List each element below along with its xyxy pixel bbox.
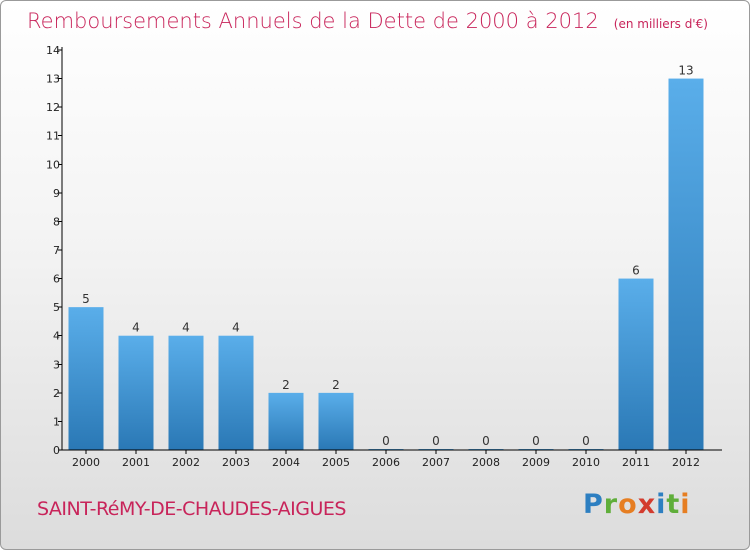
bars-group: 5 4 4 4 2 2 0 0 0 0 0 6 13 [68,64,704,451]
bar [618,278,654,450]
y-tick-label: 3 [53,358,60,371]
y-tick-label: 9 [53,187,60,200]
data-label: 4 [232,321,240,335]
proxiti-logo[interactable]: Proxiti [583,489,691,520]
data-label: 2 [332,378,340,392]
logo-letter: x [637,489,657,520]
x-tick-label: 2001 [122,456,150,469]
y-tick-label: 2 [53,387,60,400]
chart-title-text: Remboursements Annuels de la Dette de 20… [27,9,599,33]
x-tick-label: 2009 [522,456,550,469]
bar [218,335,254,450]
x-tick-label: 2006 [372,456,400,469]
y-tick-label: 4 [53,330,60,343]
x-tick-label: 2011 [622,456,650,469]
x-tick-label: 2005 [322,456,350,469]
data-label: 0 [582,434,590,448]
data-label: 0 [382,434,390,448]
bar [318,392,354,450]
y-tick-label: 12 [46,101,60,114]
y-tick-label: 8 [53,215,60,228]
chart-unit-text: (en milliers d'€) [613,17,708,31]
y-tick-label: 7 [53,244,60,257]
y-tick-label: 11 [46,130,60,143]
x-tick-label: 2008 [472,456,500,469]
y-tick-label: 13 [46,73,60,86]
bar [68,307,104,450]
x-tick-label: 2002 [172,456,200,469]
data-label: 0 [432,434,440,448]
bar [168,335,204,450]
chart-title: Remboursements Annuels de la Dette de 20… [27,9,708,33]
data-label: 0 [532,434,540,448]
logo-letter: i [656,489,667,520]
bar [668,78,704,451]
data-label: 13 [678,64,693,78]
bar [268,392,304,450]
data-label: 4 [132,321,140,335]
bar [118,335,154,450]
logo-letter: r [603,489,619,520]
logo-letter: P [583,489,604,520]
data-label: 2 [282,378,290,392]
logo-letter: o [618,489,638,520]
y-tick-label: 0 [53,444,60,457]
data-label: 4 [182,321,190,335]
x-tick-label: 2010 [572,456,600,469]
x-tick-label: 2003 [222,456,250,469]
y-tick-label: 1 [53,415,60,428]
place-name: SAINT-RéMY-DE-CHAUDES-AIGUES [37,498,346,520]
x-tick-label: 2004 [272,456,300,469]
logo-letter: t [666,489,681,520]
y-tick-label: 14 [46,44,60,57]
logo-letter: i [680,489,691,520]
y-tick-label: 6 [53,273,60,286]
x-tick-label: 2007 [422,456,450,469]
x-tick-label: 2012 [672,456,700,469]
data-label: 6 [632,264,640,278]
y-tick-label: 5 [53,301,60,314]
y-tick-label: 10 [46,158,60,171]
data-label: 5 [82,292,90,306]
data-label: 0 [482,434,490,448]
x-tick-label: 2000 [72,456,100,469]
